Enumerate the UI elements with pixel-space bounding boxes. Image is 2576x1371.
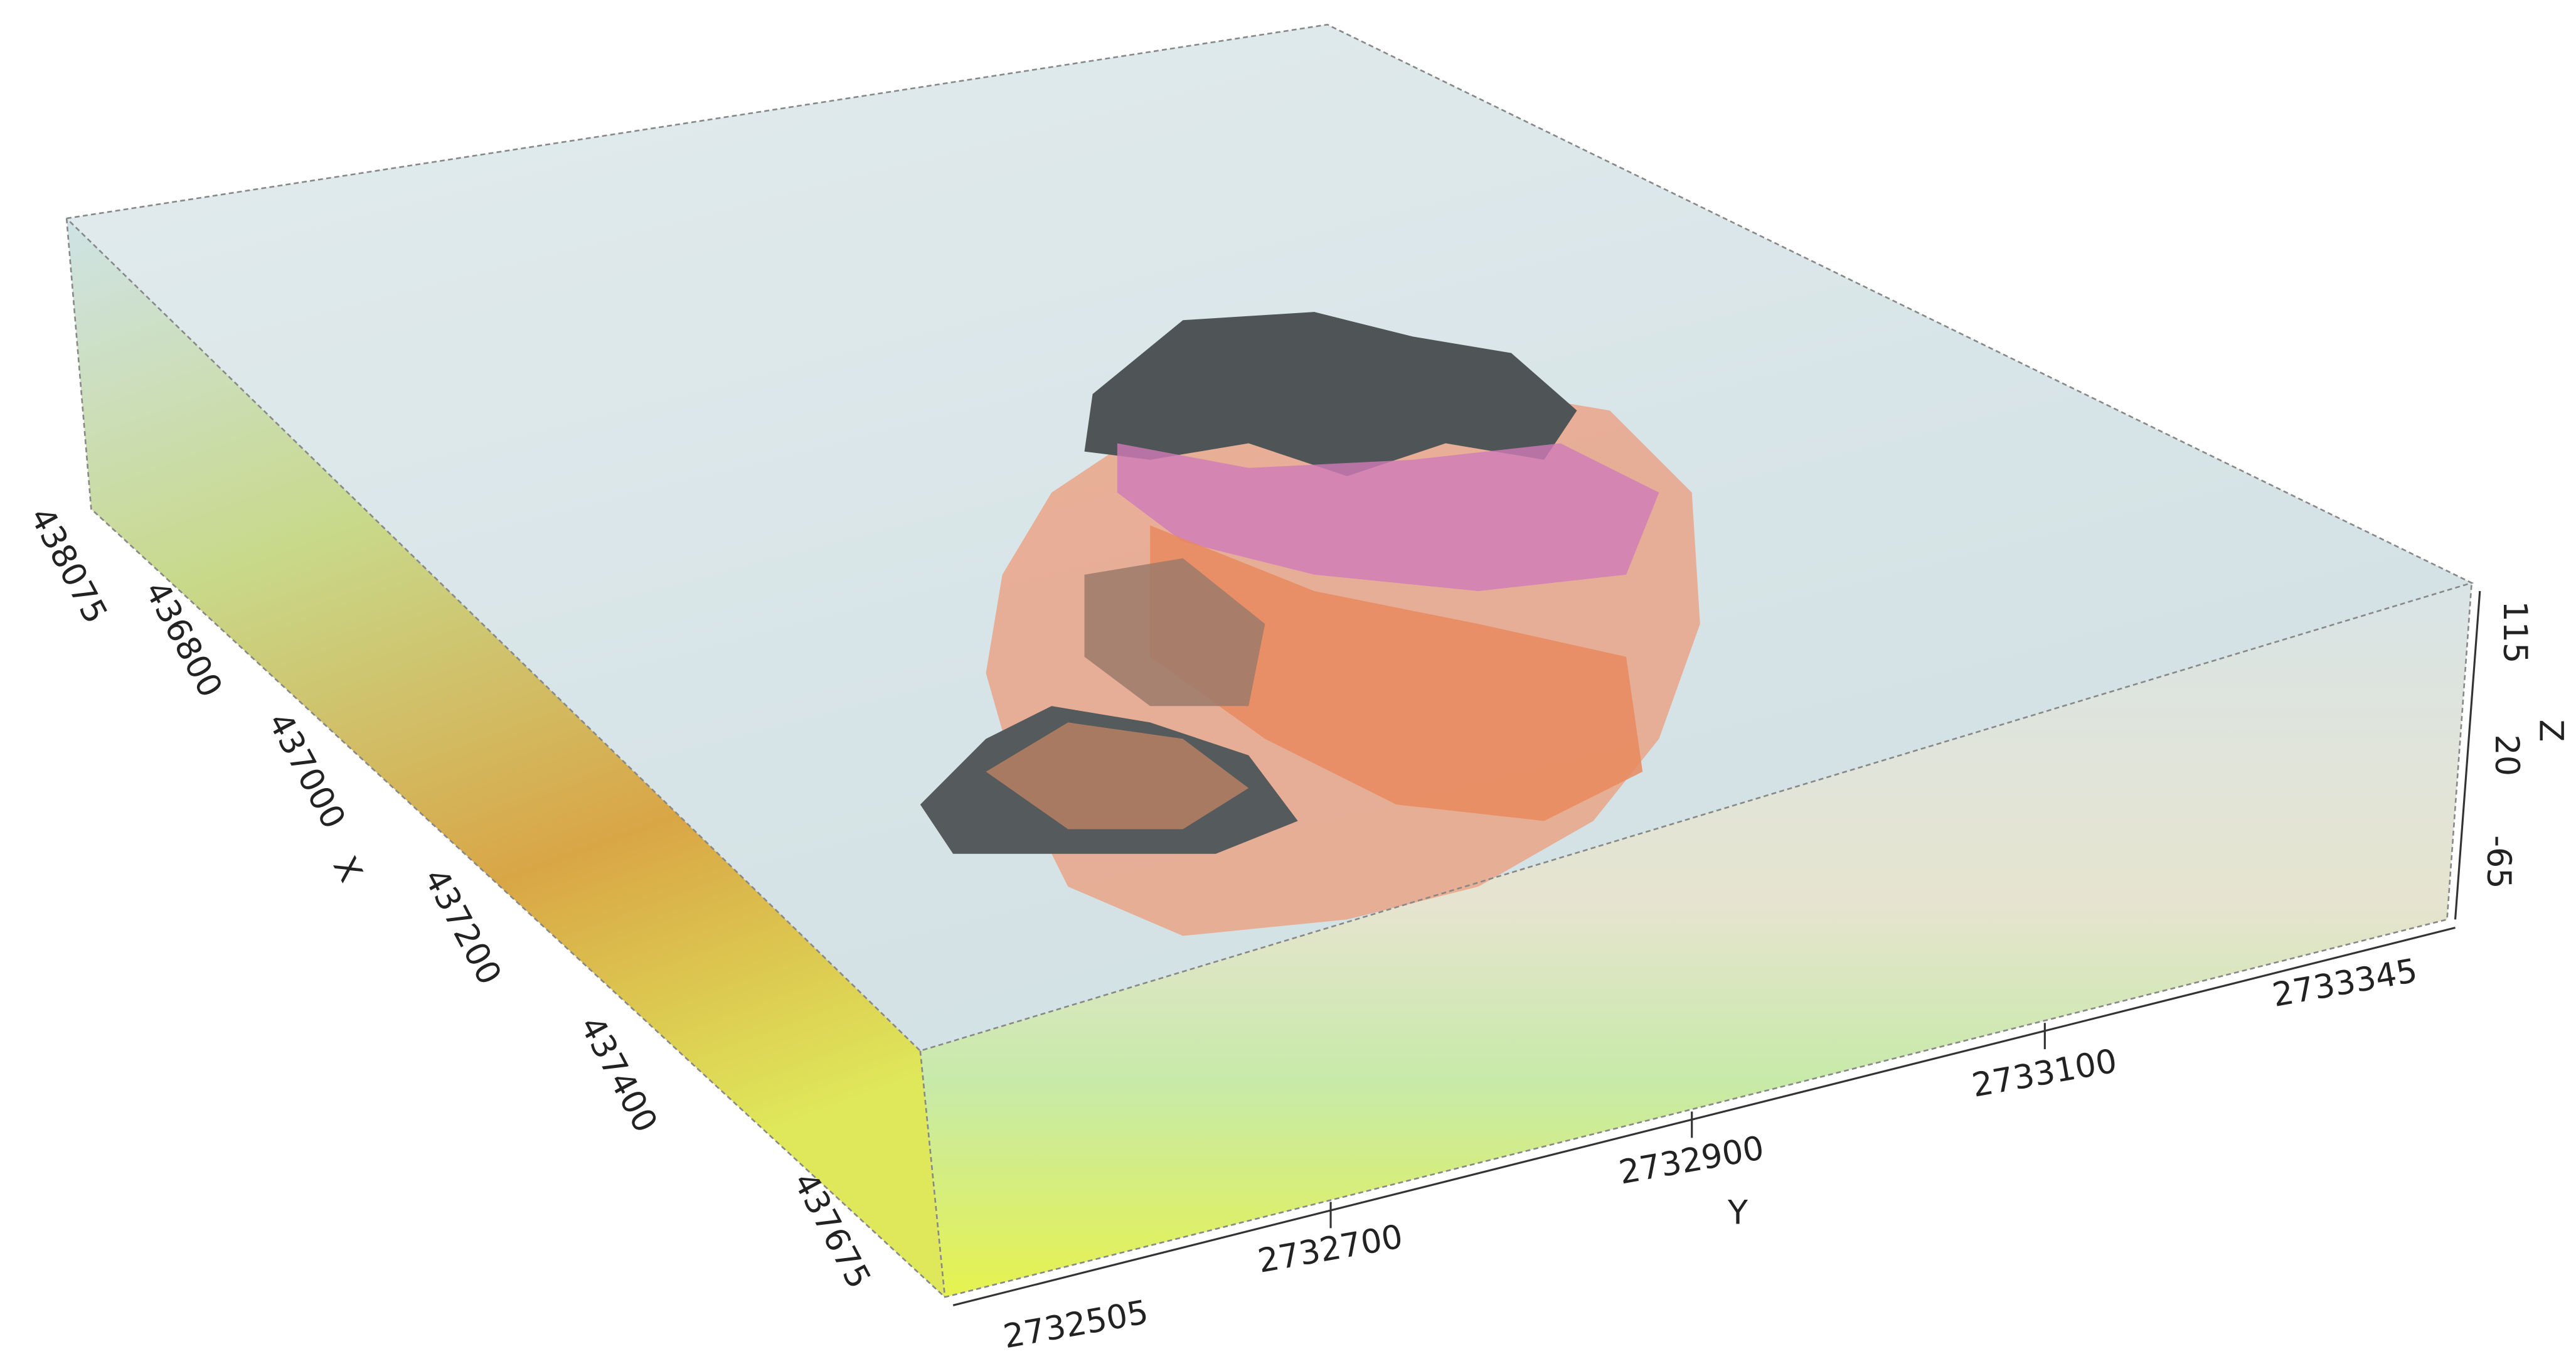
z-tick-label: 115 (2496, 601, 2534, 664)
y-tick-label: 2732505 (1001, 1293, 1151, 1357)
z-axis-label: Z (2532, 720, 2570, 742)
y-axis-label: Y (1727, 1193, 1748, 1232)
block-model-view: 438075 436800 437000 X 437200 437400 437… (0, 0, 2576, 1371)
y-tick-label: 2733100 (1969, 1042, 2120, 1105)
x-axis-label: X (326, 850, 370, 888)
x-tick-label: 437400 (572, 1010, 665, 1139)
y-tick-label: 2732900 (1616, 1129, 1767, 1192)
z-tick-label: -65 (2479, 835, 2518, 888)
y-tick-label: 2733345 (2270, 951, 2420, 1015)
x-tick-label: 438075 (22, 501, 115, 630)
z-tick-label: 20 (2488, 734, 2526, 776)
page: 438075 436800 437000 X 437200 437400 437… (0, 0, 2576, 1371)
z-axis: 115 Z 20 -65 (2479, 601, 2570, 889)
